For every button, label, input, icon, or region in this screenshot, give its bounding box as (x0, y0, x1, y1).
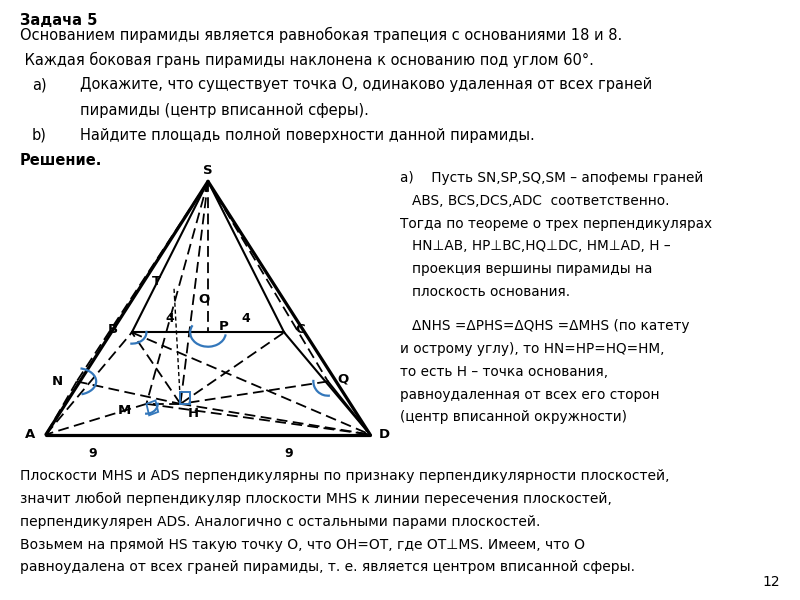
Text: 4: 4 (242, 312, 250, 325)
Text: b): b) (32, 128, 47, 143)
Text: плоскость основания.: плоскость основания. (412, 285, 570, 299)
Text: 4: 4 (166, 312, 174, 325)
Text: ABS, BCS,DCS,ADC  соответственно.: ABS, BCS,DCS,ADC соответственно. (412, 194, 670, 208)
Text: Q: Q (338, 372, 349, 385)
Text: ΔNHS =ΔPHS=ΔQHS =ΔMHS (по катету: ΔNHS =ΔPHS=ΔQHS =ΔMHS (по катету (412, 319, 690, 333)
Text: Решение.: Решение. (20, 153, 102, 168)
Text: Тогда по теореме о трех перпендикулярах: Тогда по теореме о трех перпендикулярах (400, 217, 712, 230)
Text: a): a) (32, 77, 46, 92)
Text: H: H (187, 407, 198, 420)
Text: (центр вписанной окружности): (центр вписанной окружности) (400, 410, 627, 424)
Text: D: D (378, 428, 390, 441)
Text: Плоскости MHS и ADS перпендикулярны по признаку перпендикулярности плоскостей,: Плоскости MHS и ADS перпендикулярны по п… (20, 469, 670, 483)
Text: T: T (152, 275, 162, 289)
Text: Найдите площадь полной поверхности данной пирамиды.: Найдите площадь полной поверхности данно… (80, 128, 534, 143)
Text: 12: 12 (762, 575, 780, 589)
Text: Основанием пирамиды является равнобокая трапеция с основаниями 18 и 8.: Основанием пирамиды является равнобокая … (20, 27, 622, 43)
Text: Каждая боковая грань пирамиды наклонена к основанию под углом 60°.: Каждая боковая грань пирамиды наклонена … (20, 52, 594, 68)
Text: пирамиды (центр вписанной сферы).: пирамиды (центр вписанной сферы). (80, 103, 369, 118)
Text: C: C (295, 323, 305, 336)
Text: M: M (118, 404, 131, 418)
Text: значит любой перпендикуляр плоскости MHS к линии пересечения плоскостей,: значит любой перпендикуляр плоскости MHS… (20, 492, 612, 506)
Text: HN⊥AB, HP⊥BC,HQ⊥DC, HM⊥AD, H –: HN⊥AB, HP⊥BC,HQ⊥DC, HM⊥AD, H – (412, 239, 670, 253)
Text: A: A (25, 428, 35, 441)
Text: равноудаленная от всех его сторон: равноудаленная от всех его сторон (400, 388, 659, 401)
Text: N: N (52, 375, 63, 388)
Text: равноудалена от всех граней пирамиды, т. е. является центром вписанной сферы.: равноудалена от всех граней пирамиды, т.… (20, 560, 635, 574)
Text: P: P (219, 320, 229, 334)
Text: B: B (108, 323, 118, 336)
Text: и острому углу), то HN=HP=HQ=HM,: и острому углу), то HN=HP=HQ=HM, (400, 342, 665, 356)
Text: a)    Пусть SN,SP,SQ,SM – апофемы граней: a) Пусть SN,SP,SQ,SM – апофемы граней (400, 171, 703, 185)
Text: 9: 9 (89, 447, 98, 460)
Text: то есть H – точка основания,: то есть H – точка основания, (400, 365, 608, 379)
Text: 9: 9 (284, 447, 293, 460)
Text: перпендикулярен ADS. Аналогично с остальными парами плоскостей.: перпендикулярен ADS. Аналогично с осталь… (20, 515, 540, 529)
Text: проекция вершины пирамиды на: проекция вершины пирамиды на (412, 262, 652, 276)
Text: Возьмем на прямой HS такую точку O, что OH=OT, где OT⊥MS. Имеем, что O: Возьмем на прямой HS такую точку O, что … (20, 538, 585, 551)
Text: S: S (203, 164, 213, 177)
Text: Задача 5: Задача 5 (20, 13, 98, 28)
Text: O: O (198, 293, 210, 305)
Text: Докажите, что существует точка O, одинаково удаленная от всех граней: Докажите, что существует точка O, одинак… (80, 77, 652, 92)
